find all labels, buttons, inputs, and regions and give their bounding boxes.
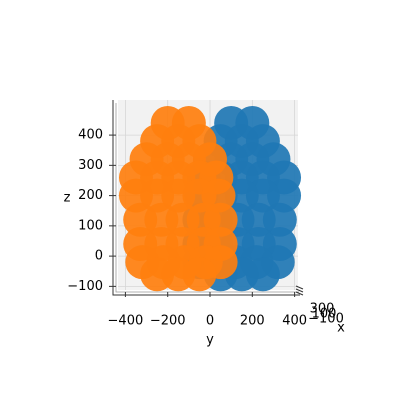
z-tick-label: −100 [67, 279, 103, 294]
tick-mark [295, 288, 304, 293]
x-axis-label: x [337, 321, 345, 336]
x-tick-label: −100 [308, 312, 344, 327]
tick-mark [295, 285, 304, 290]
z-tick-label: 400 [78, 128, 103, 143]
z-tick-label: 300 [78, 158, 103, 173]
z-tick-label: 0 [95, 249, 103, 264]
point [203, 202, 238, 237]
y-tick-label: −400 [108, 314, 144, 329]
y-tick-label: 400 [282, 314, 307, 329]
z-tick-label: 200 [78, 188, 103, 203]
y-tick-label: −200 [150, 314, 186, 329]
z-axis-label: z [64, 191, 71, 206]
z-tick-label: 100 [78, 218, 103, 233]
tick-mark [295, 291, 304, 296]
x-tick-label: 300 [310, 302, 335, 317]
point [182, 257, 217, 292]
axis-frame-inner [115, 103, 299, 293]
y-tick-label: 200 [240, 314, 265, 329]
y-axis-label: y [206, 333, 214, 348]
x-tick-label: 100 [312, 307, 337, 322]
y-tick-label: 0 [206, 314, 214, 329]
